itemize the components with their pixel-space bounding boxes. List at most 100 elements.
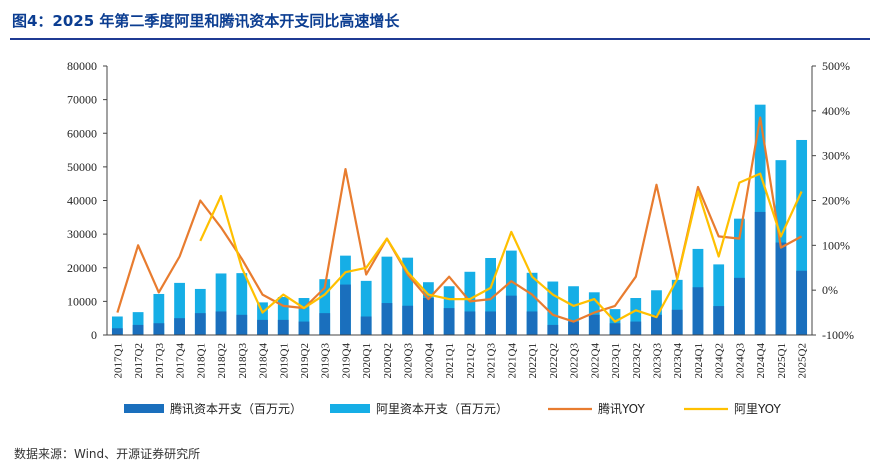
x-tick-label: 2024Q3 — [734, 343, 746, 379]
tencent-capex-bar — [754, 211, 766, 335]
tencent-capex-bar — [588, 314, 600, 335]
tencent-capex-bar — [796, 270, 808, 335]
tencent-capex-bar — [692, 287, 704, 335]
x-tick-label: 2020Q3 — [403, 343, 415, 379]
x-tick-label: 2019Q4 — [340, 343, 352, 379]
x-tick-label: 2022Q1 — [527, 343, 539, 378]
alibaba-capex-bar — [713, 264, 725, 335]
tencent-capex-bar — [257, 319, 268, 335]
alibaba-capex-bar — [505, 250, 517, 335]
alibaba-capex-bar — [568, 286, 579, 335]
tencent-capex-bar — [443, 308, 455, 335]
alibaba-capex-bar — [547, 281, 559, 335]
tencent-capex-bar — [381, 303, 393, 335]
alibaba-capex-bar — [630, 298, 642, 335]
alibaba-capex-bar — [298, 298, 310, 335]
data-source-note: 数据来源：Wind、开源证券研究所 — [14, 447, 201, 461]
y-left-tick-label: 80000 — [67, 59, 97, 73]
y-right-tick-label: 400% — [822, 104, 850, 118]
y-left-tick-label: 50000 — [67, 160, 97, 174]
x-tick-label: 2021Q1 — [444, 343, 456, 378]
y-axis-left-ticks: 0 10000 20000 30000 40000 50000 60000 70000 8000… — [67, 59, 107, 342]
tencent-capex-bar — [568, 321, 579, 335]
x-tick-label: 2018Q3 — [237, 343, 249, 379]
x-tick-label: 2020Q2 — [382, 343, 394, 378]
x-tick-label: 2025Q1 — [776, 343, 788, 378]
alibaba-capex-bar — [464, 271, 476, 335]
tencent-capex-bar — [236, 314, 248, 335]
x-tick-label: 2023Q3 — [651, 343, 663, 379]
y-right-tick-label: 500% — [822, 59, 850, 73]
x-tick-label: 2024Q2 — [714, 343, 726, 378]
title-underline — [10, 38, 870, 40]
chart-title: 图4：2025 年第二季度阿里和腾讯资本开支同比高速增长 — [12, 12, 400, 30]
y-left-tick-label: 20000 — [67, 261, 97, 275]
x-tick-label: 2019Q2 — [299, 343, 311, 378]
tencent-capex-bar — [775, 242, 787, 335]
tencent-capex-bar — [402, 305, 414, 335]
tencent-capex-bar — [319, 313, 331, 335]
tencent-capex-bar — [734, 277, 745, 335]
x-tick-label: 2017Q2 — [133, 343, 145, 378]
tencent-capex-bar — [505, 295, 517, 335]
alibaba-capex-bar — [402, 257, 414, 335]
tencent-capex-bar — [153, 323, 165, 335]
alibaba-capex-bar — [319, 279, 331, 335]
alibaba-capex-bar — [381, 256, 393, 335]
x-axis-ticks: 2017Q1 2017Q2 2017Q3 2017Q4 2018Q1 2018Q2 2018… — [112, 343, 808, 379]
x-tick-label: 2022Q4 — [589, 343, 601, 379]
x-tick-label: 2023Q2 — [631, 343, 643, 378]
tencent-capex-bar — [713, 306, 725, 335]
x-tick-label: 2020Q4 — [423, 343, 435, 379]
tencent-capex-bar — [111, 328, 123, 335]
legend-label-alibaba-bar: 阿里资本开支（百万元） — [376, 402, 508, 416]
x-tick-label: 2020Q1 — [361, 343, 373, 378]
legend-label-alibaba-line: 阿里YOY — [734, 402, 781, 416]
x-tick-label: 2019Q1 — [278, 343, 290, 378]
y-left-tick-label: 60000 — [67, 126, 97, 140]
tencent-capex-bar — [423, 298, 434, 335]
y-right-tick-label: 100% — [822, 238, 850, 252]
tencent-capex-bar — [609, 323, 621, 335]
tencent-capex-bar — [298, 321, 310, 335]
y-left-tick-label: 10000 — [67, 294, 97, 308]
chart-legend: 腾讯资本开支（百万元） 阿里资本开支（百万元） 腾讯YOY 阿里YOY — [124, 401, 781, 416]
tencent-capex-bar — [547, 324, 559, 335]
y-right-tick-label: 300% — [822, 149, 850, 163]
alibaba-capex-bar — [526, 272, 538, 335]
y-left-tick-label: 40000 — [67, 194, 97, 208]
x-tick-label: 2023Q4 — [672, 343, 684, 379]
alibaba-capex-bar — [174, 282, 185, 335]
tencent-capex-bar — [651, 314, 662, 335]
alibaba-capex-bar — [671, 279, 683, 335]
x-tick-label: 2018Q4 — [258, 343, 270, 379]
legend-label-tencent-line: 腾讯YOY — [598, 401, 645, 416]
y-right-tick-label: 200% — [822, 194, 850, 208]
alibaba-capex-bar — [277, 297, 289, 335]
x-tick-label: 2017Q3 — [154, 343, 166, 379]
tencent-capex-bar — [485, 311, 496, 335]
alibaba-capex-bar — [651, 290, 662, 335]
tencent-capex-bar — [360, 316, 372, 335]
chart-canvas: 0 10000 20000 30000 40000 50000 60000 70000 8000… — [67, 59, 854, 416]
x-tick-label: 2024Q1 — [693, 343, 705, 378]
y-left-tick-label: 30000 — [67, 227, 97, 241]
tencent-capex-bar — [340, 284, 351, 335]
alibaba-capex-bar — [194, 288, 206, 335]
legend-swatch-tencent-bar — [124, 404, 164, 413]
alibaba-capex-bar — [257, 302, 268, 335]
legend-label-tencent-bar: 腾讯资本开支（百万元） — [170, 401, 302, 416]
x-tick-label: 2018Q1 — [195, 343, 207, 378]
tencent-bars — [111, 211, 808, 335]
x-tick-label: 2023Q1 — [610, 343, 622, 378]
y-right-tick-label: 0% — [822, 283, 838, 297]
x-tick-label: 2017Q4 — [175, 343, 187, 379]
x-tick-label: 2022Q2 — [548, 343, 560, 378]
alibaba-capex-bar — [236, 273, 248, 335]
alibaba-capex-bar — [485, 257, 496, 335]
y-axis-right-ticks: -100% 0% 100% 200% 300% 400% 500% — [812, 59, 854, 342]
tencent-capex-bar — [464, 311, 476, 335]
tencent-capex-bar — [194, 313, 206, 335]
y-left-tick-label: 70000 — [67, 93, 97, 107]
x-tick-label: 2019Q3 — [320, 343, 332, 379]
